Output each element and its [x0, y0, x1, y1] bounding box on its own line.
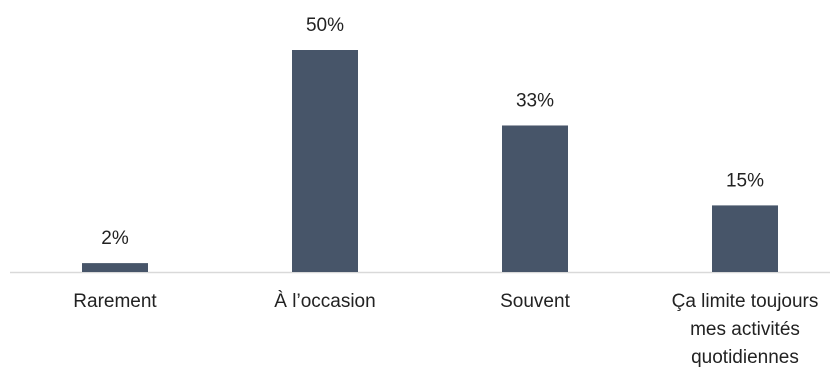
- data-label-1: 2%: [101, 228, 129, 249]
- category-label-2: À l’occasion: [274, 291, 375, 312]
- data-label-3: 33%: [516, 90, 554, 111]
- data-labels-group: 2% 50% 33% 15%: [101, 15, 764, 249]
- category-label-1: Rarement: [73, 291, 157, 312]
- category-label-4-line-1: Ça limite toujours: [672, 291, 819, 312]
- data-label-2: 50%: [306, 15, 344, 36]
- bar-2: [292, 50, 358, 272]
- category-label-3: Souvent: [500, 291, 570, 312]
- bar-1: [82, 263, 148, 272]
- bar-4: [712, 205, 778, 272]
- category-label-4-line-3: quotidiennes: [691, 347, 799, 368]
- category-labels-group: Rarement À l’occasion Souvent Ça limite tou…: [73, 291, 818, 368]
- bars-group: [82, 50, 778, 272]
- data-label-4: 15%: [726, 170, 764, 191]
- bar-3: [502, 125, 568, 272]
- category-label-4-line-2: mes activités: [690, 319, 800, 340]
